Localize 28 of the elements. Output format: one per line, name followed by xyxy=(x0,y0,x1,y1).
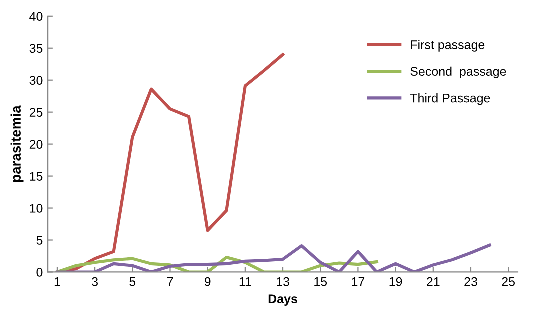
x-tick-label: 13 xyxy=(277,277,290,286)
x-tick-label: 11 xyxy=(240,278,252,286)
legend-label: Third Passage xyxy=(410,94,490,106)
x-tick-label: 5 xyxy=(130,278,136,286)
y-tick-label: 30 xyxy=(30,76,43,86)
y-tick-label: 5 xyxy=(36,236,43,245)
y-tick-label: 25 xyxy=(30,108,43,117)
y-tick-label: 10 xyxy=(30,204,43,213)
y-tick-label: 15 xyxy=(30,172,43,181)
y-tick-label: 40 xyxy=(30,12,43,22)
x-axis-title: Days xyxy=(268,294,298,306)
legend-label: First passage xyxy=(411,40,485,52)
x-tick-label: 25 xyxy=(502,277,516,286)
y-tick-label: 20 xyxy=(30,140,43,149)
x-tick-label: 21 xyxy=(427,277,440,286)
line-series xyxy=(56,244,492,272)
x-tick-label: 19 xyxy=(390,277,402,286)
legend-label: Second passage xyxy=(410,66,506,79)
y-tick-label: 0 xyxy=(36,268,43,277)
x-tick-label: 7 xyxy=(167,278,174,286)
x-tick-label: 9 xyxy=(204,277,211,286)
x-tick-label: 3 xyxy=(92,277,98,286)
x-tick-label: 23 xyxy=(464,277,478,286)
y-axis-title: parasitemia xyxy=(10,106,24,182)
x-tick-label: 1 xyxy=(54,278,60,286)
x-tick-label: 15 xyxy=(314,278,328,286)
x-tick-label: 17 xyxy=(352,278,365,286)
y-tick-label: 35 xyxy=(30,44,43,54)
